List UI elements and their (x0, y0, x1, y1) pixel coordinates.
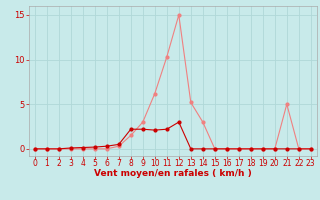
X-axis label: Vent moyen/en rafales ( km/h ): Vent moyen/en rafales ( km/h ) (94, 169, 252, 178)
